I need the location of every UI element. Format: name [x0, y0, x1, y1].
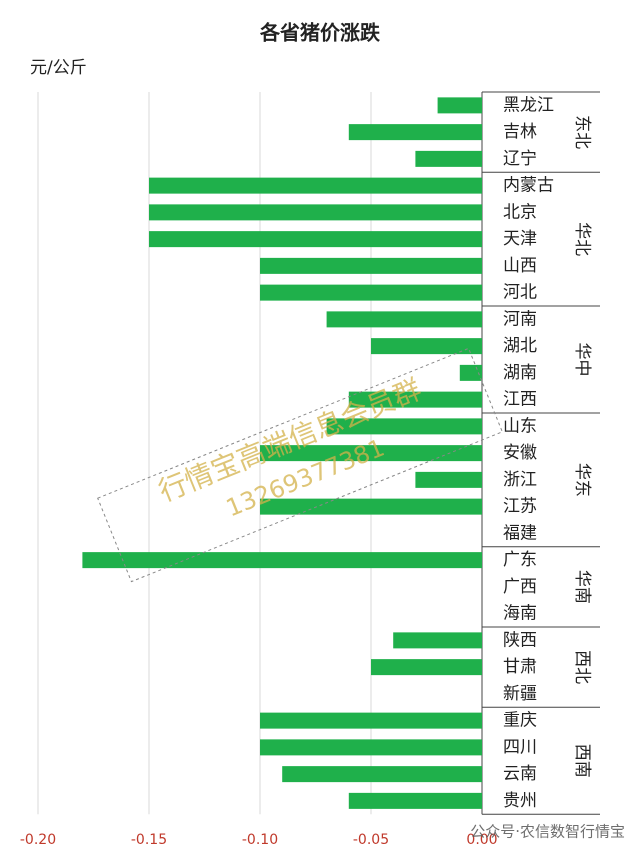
category-label: 陕西: [503, 630, 537, 650]
x-tick-label: -0.20: [20, 832, 56, 848]
category-label: 内蒙古: [503, 176, 554, 196]
category-label: 福建: [503, 523, 537, 543]
bar: [149, 204, 482, 221]
category-label: 河南: [503, 309, 537, 329]
category-label: 河北: [503, 283, 537, 303]
group-label: 华北: [572, 222, 592, 256]
category-label: 湖南: [503, 363, 537, 383]
bar: [260, 445, 482, 462]
category-label: 贵州: [503, 791, 537, 811]
category-label: 海南: [503, 604, 537, 624]
category-label: 广西: [503, 577, 537, 597]
bar: [415, 471, 482, 488]
bar: [260, 498, 482, 515]
bar: [260, 284, 482, 301]
category-label: 安徽: [503, 443, 537, 463]
bar: [82, 552, 483, 569]
group-label: 西南: [572, 744, 592, 778]
category-label: 山西: [503, 256, 537, 276]
unit-label: 元/公斤: [30, 58, 87, 78]
category-label: 北京: [503, 202, 537, 222]
bar: [326, 311, 482, 328]
category-label: 江西: [503, 390, 537, 410]
category-label: 辽宁: [503, 149, 537, 169]
group-label: 西北: [572, 650, 592, 684]
category-label: 四川: [503, 737, 537, 757]
bar: [415, 150, 482, 167]
bar: [348, 124, 482, 141]
category-label: 新疆: [503, 684, 537, 704]
bar: [149, 231, 482, 248]
x-tick-label: -0.15: [131, 832, 167, 848]
x-tick-label: -0.05: [353, 832, 389, 848]
group-label: 华东: [572, 463, 592, 497]
footer: 公众号·农信数智行情宝: [470, 823, 625, 841]
category-label: 甘肃: [503, 657, 537, 677]
category-label: 云南: [503, 764, 537, 784]
category-label: 天津: [503, 229, 537, 249]
bar: [282, 766, 482, 783]
bar: [348, 792, 482, 809]
bar: [437, 97, 482, 114]
category-label: 山东: [503, 416, 537, 436]
watermark-box: [97, 347, 503, 583]
group-label: 华中: [572, 343, 592, 377]
group-label: 华南: [572, 570, 592, 604]
bar: [260, 712, 482, 729]
bar: [260, 257, 482, 274]
bar: [393, 632, 482, 649]
bar: [326, 418, 482, 435]
category-label: 江苏: [503, 497, 537, 517]
x-tick-label: -0.10: [242, 832, 278, 848]
bar: [260, 739, 482, 756]
category-label: 吉林: [503, 122, 537, 142]
bar: [149, 177, 482, 194]
bar: [371, 659, 482, 676]
category-label: 重庆: [503, 711, 537, 731]
category-label: 浙江: [503, 470, 537, 490]
category-label: 广东: [503, 550, 537, 570]
category-label: 湖北: [503, 336, 537, 356]
category-label: 黑龙江: [503, 95, 554, 115]
bar: [371, 338, 482, 355]
group-label: 东北: [572, 115, 592, 149]
chart-title: 各省猪价涨跌: [259, 21, 381, 45]
bar: [348, 391, 482, 408]
x-tick-label: 0.00: [466, 832, 497, 848]
